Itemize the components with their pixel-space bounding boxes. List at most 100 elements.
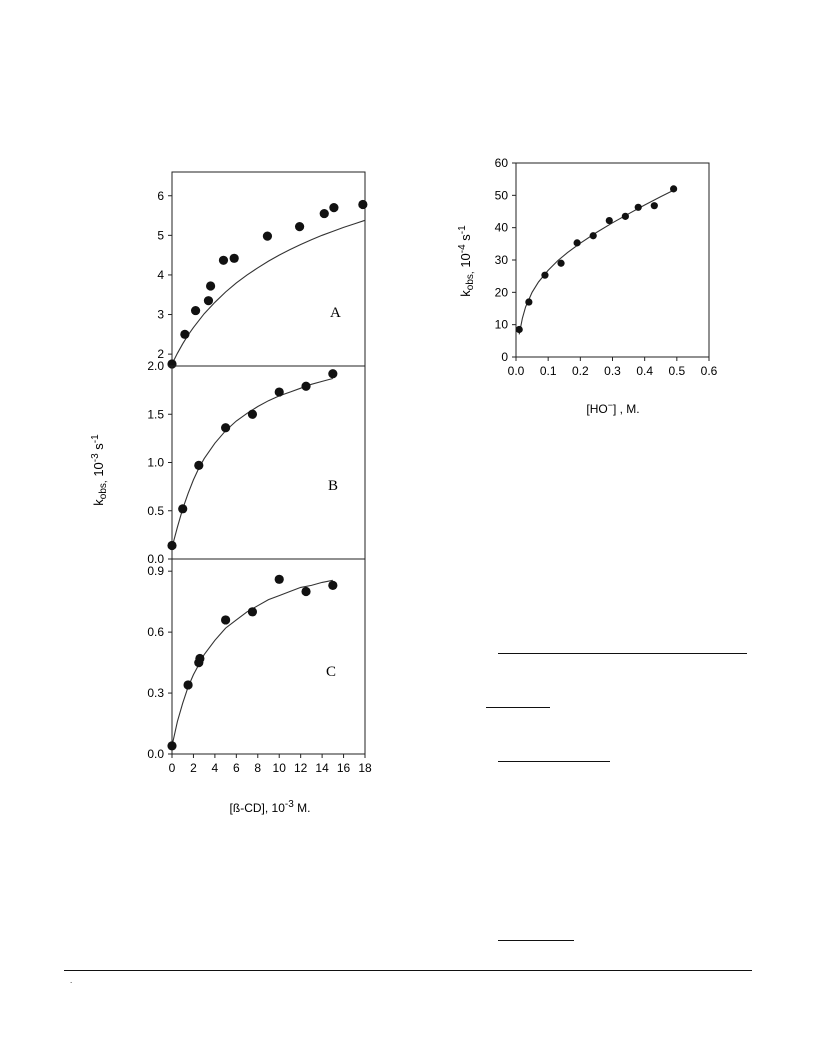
data-point <box>262 231 273 241</box>
x-tick-label: 0 <box>169 761 176 775</box>
data-point <box>167 540 177 551</box>
data-point <box>247 409 258 419</box>
y-tick-label: 10 <box>495 318 509 332</box>
data-point <box>167 741 177 751</box>
data-point <box>319 208 329 219</box>
data-point <box>221 423 231 433</box>
data-point <box>328 369 338 379</box>
page-footer-rule <box>64 970 752 971</box>
data-point <box>589 232 597 240</box>
x-tick-label: 0.5 <box>668 364 685 378</box>
x-tick-label: 0.4 <box>636 364 653 378</box>
data-point <box>178 504 188 514</box>
y-tick-label: 0.0 <box>147 552 164 566</box>
chart-right: 0 10 20 30 40 50 60 0.0 0.1 0.2 0.3 0.4 0.5 0.6 <box>495 156 718 378</box>
x-tick-label: 6 <box>233 761 240 775</box>
chart-panel-a: 2 3 4 5 6 A <box>157 171 368 369</box>
data-point <box>274 387 284 397</box>
data-point <box>190 305 201 316</box>
y-tick-label: 0.3 <box>147 686 164 700</box>
chart-panel-c: 0.0 0.3 0.6 0.9 0 2 4 6 8 10 12 14 16 18 C <box>147 558 372 775</box>
data-point <box>274 574 284 584</box>
data-point <box>247 607 258 617</box>
data-point <box>605 216 613 225</box>
underline-rule-1 <box>498 653 747 654</box>
right-y-axis-label: kobs, 10-4 s-1 <box>457 225 476 297</box>
data-point <box>329 203 339 213</box>
data-point <box>183 680 193 690</box>
y-tick-label: 0.6 <box>147 625 164 639</box>
panel-label: C <box>326 664 336 680</box>
x-tick-label: 18 <box>358 761 372 775</box>
data-point <box>515 325 523 334</box>
y-tick-label: 6 <box>157 189 164 203</box>
underline-rule-4 <box>498 940 574 941</box>
footer-mark: . <box>70 976 72 985</box>
plot-frame <box>171 558 366 755</box>
y-tick-label: 4 <box>157 268 164 282</box>
data-point <box>180 329 190 339</box>
underline-rule-2 <box>486 707 550 708</box>
data-point <box>218 255 229 265</box>
x-tick-label: 14 <box>315 761 329 775</box>
y-tick-label: 0.9 <box>147 564 164 578</box>
data-point <box>301 381 311 391</box>
data-point <box>221 615 231 625</box>
data-point <box>670 185 678 193</box>
data-point <box>194 460 204 470</box>
data-point <box>621 212 629 220</box>
y-tick-label: 20 <box>495 285 509 299</box>
data-point <box>634 203 642 211</box>
data-point <box>650 202 658 210</box>
x-tick-label: 16 <box>337 761 351 775</box>
data-point <box>229 253 239 263</box>
data-point <box>206 281 216 291</box>
y-tick-label: 1.5 <box>147 407 164 421</box>
panel-label: B <box>328 478 338 494</box>
underline-rule-3 <box>498 761 610 762</box>
left-x-axis-label: [ß-CD], 10-3 M. <box>230 799 311 815</box>
y-tick-label: 3 <box>157 308 164 322</box>
x-tick-label: 2 <box>190 761 197 775</box>
x-tick-label: 0.3 <box>604 364 621 378</box>
data-point <box>203 296 214 306</box>
y-tick-label: 0.0 <box>147 747 164 761</box>
fit-curve <box>518 189 674 335</box>
x-tick-label: 12 <box>294 761 308 775</box>
y-tick-label: 0.5 <box>147 504 164 518</box>
y-tick-label: 5 <box>157 228 164 242</box>
data-point <box>573 239 581 247</box>
y-tick-label: 40 <box>495 221 509 235</box>
x-tick-label: 0.1 <box>540 364 557 378</box>
y-tick-label: 30 <box>495 253 509 267</box>
data-point <box>557 259 565 267</box>
y-tick-label: 2.0 <box>147 359 164 373</box>
fit-curve <box>171 219 366 365</box>
plot-frame <box>171 171 366 367</box>
fit-curve <box>171 377 333 548</box>
y-tick-label: 60 <box>495 156 509 170</box>
data-point <box>195 653 205 664</box>
y-tick-label: 50 <box>495 188 509 202</box>
x-tick-label: 8 <box>254 761 261 775</box>
x-tick-label: 4 <box>212 761 219 775</box>
chart-panel-b: 0.0 0.5 1.0 1.5 2.0 B <box>147 359 366 566</box>
panel-label: A <box>330 305 341 321</box>
x-tick-label: 10 <box>273 761 287 775</box>
x-tick-label: 0.6 <box>701 364 718 378</box>
y-tick-label: 0 <box>501 350 508 364</box>
plot-frame <box>515 162 710 358</box>
x-tick-label: 0.0 <box>508 364 525 378</box>
data-point <box>541 271 549 279</box>
data-point <box>525 298 533 306</box>
data-point <box>294 222 305 232</box>
left-y-axis-label: kobs, 10-3 s-1 <box>90 434 109 506</box>
y-tick-label: 2 <box>157 347 164 361</box>
data-point <box>328 580 338 591</box>
x-tick-label: 0.2 <box>572 364 589 378</box>
data-point <box>358 199 368 210</box>
right-x-axis-label: [HO−] , M. <box>586 400 639 416</box>
data-point <box>301 586 311 597</box>
